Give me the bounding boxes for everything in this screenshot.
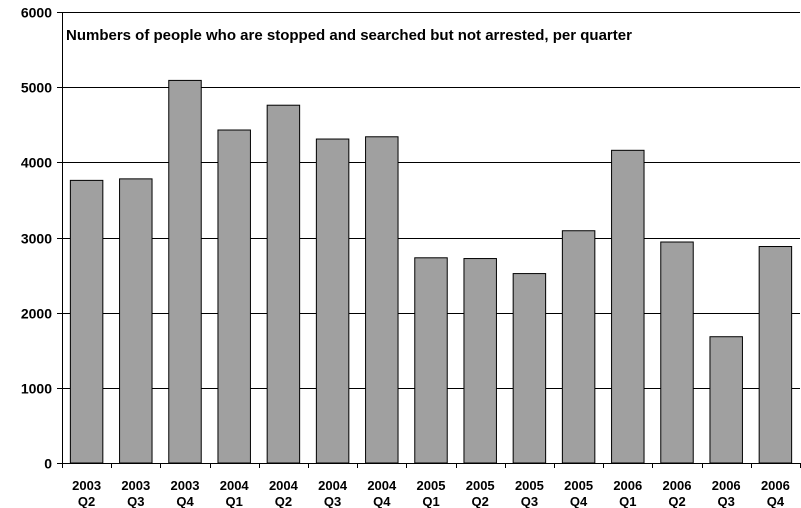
bar <box>217 129 251 464</box>
x-tick-label-quarter: Q2 <box>78 494 95 508</box>
x-tick-label-quarter: Q2 <box>668 494 685 508</box>
x-tick-label-quarter: Q1 <box>422 494 439 508</box>
bar <box>266 104 301 464</box>
x-tick-label-year: 2005 <box>417 478 446 493</box>
y-tick-label: 2000 <box>21 306 52 322</box>
y-tick-label: 5000 <box>21 80 52 96</box>
x-tick-label-quarter: Q1 <box>226 494 243 508</box>
bar <box>168 79 202 464</box>
axes <box>57 12 801 468</box>
bar <box>660 241 694 464</box>
bar <box>315 138 350 464</box>
bar <box>463 258 497 464</box>
y-tick-label: 3000 <box>21 231 52 247</box>
bars <box>69 79 793 464</box>
x-tick-label-year: 2006 <box>761 478 790 493</box>
y-tick-labels: 0 1000 2000 3000 4000 5000 6000 <box>21 5 52 472</box>
x-tick-label-quarter: Q4 <box>767 494 785 508</box>
y-tick-label: 1000 <box>21 381 52 397</box>
x-tick-label-year: 2006 <box>712 478 741 493</box>
x-tick-label-year: 2006 <box>663 478 692 493</box>
y-tick-label: 6000 <box>21 5 52 21</box>
y-tick-label: 0 <box>44 456 52 472</box>
x-tick-label-quarter: Q2 <box>275 494 292 508</box>
x-tick-label-year: 2005 <box>515 478 544 493</box>
x-tick-label-quarter: Q4 <box>176 494 194 508</box>
bar <box>119 178 153 464</box>
x-tick-label-quarter: Q2 <box>472 494 489 508</box>
x-tick-label-year: 2005 <box>564 478 593 493</box>
x-tick-label-year: 2005 <box>466 478 495 493</box>
x-tick-label-year: 2004 <box>220 478 250 493</box>
bar <box>69 179 104 464</box>
x-tick-label-year: 2004 <box>318 478 348 493</box>
bar <box>365 136 399 464</box>
x-tick-label-quarter: Q3 <box>718 494 735 508</box>
bar <box>512 273 547 464</box>
x-tick-label-quarter: Q4 <box>570 494 588 508</box>
x-tick-label-year: 2006 <box>613 478 642 493</box>
x-tick-label-quarter: Q3 <box>127 494 144 508</box>
x-tick-label-quarter: Q4 <box>373 494 391 508</box>
x-tick-label-quarter: Q3 <box>324 494 341 508</box>
x-tick-label-year: 2003 <box>171 478 200 493</box>
x-tick-labels: 2003Q22003Q32003Q42004Q12004Q22004Q32004… <box>72 478 790 508</box>
bar <box>561 230 596 464</box>
bar <box>709 336 743 464</box>
bar <box>758 246 793 464</box>
x-tick-label-year: 2004 <box>367 478 397 493</box>
x-tick-label-year: 2004 <box>269 478 299 493</box>
x-tick-label-year: 2003 <box>121 478 150 493</box>
bar <box>414 257 448 464</box>
chart-title: Numbers of people who are stopped and se… <box>66 27 632 44</box>
x-tick-label-quarter: Q1 <box>619 494 636 508</box>
x-tick-label-year: 2003 <box>72 478 101 493</box>
y-tick-label: 4000 <box>21 155 52 171</box>
x-tick-label-quarter: Q3 <box>521 494 538 508</box>
bar <box>611 149 645 464</box>
